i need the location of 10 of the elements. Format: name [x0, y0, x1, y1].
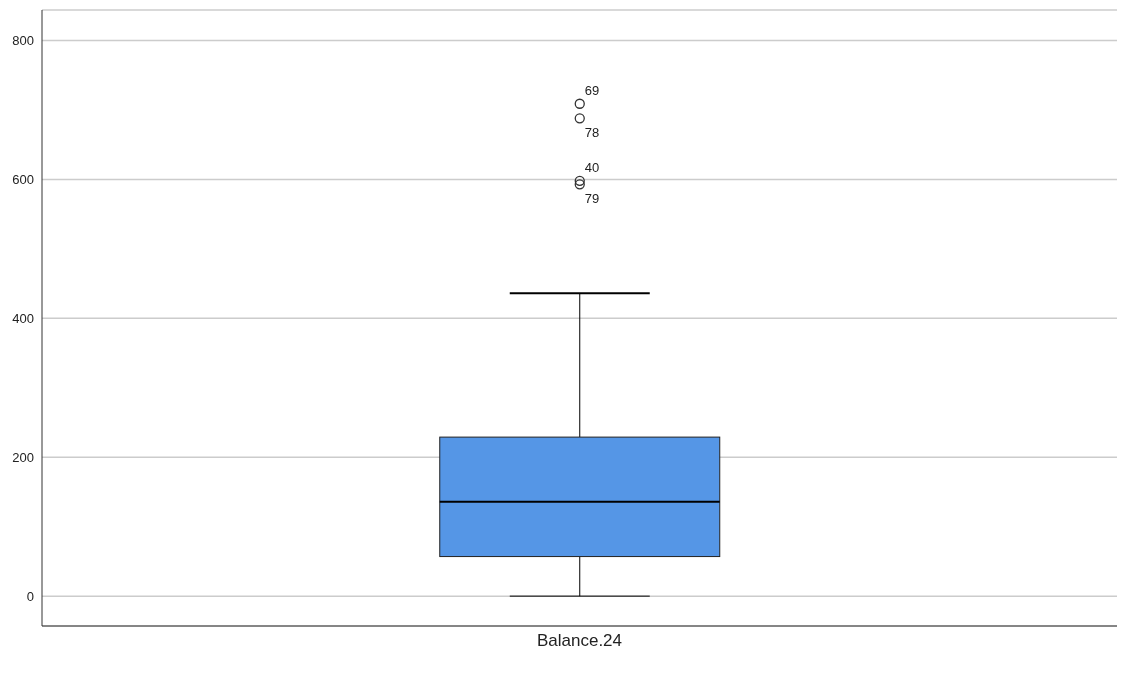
- y-tick-label: 600: [12, 172, 34, 188]
- annotation: 69: [584, 82, 600, 98]
- y-tick-label: 0: [26, 588, 34, 604]
- y-tick-label: 200: [12, 449, 34, 465]
- annotation: 79: [584, 191, 600, 207]
- y-tick-label: 800: [12, 33, 34, 49]
- annotation: 78: [584, 125, 600, 141]
- y-tick-label: 400: [12, 310, 34, 326]
- annotation: 40: [584, 159, 600, 175]
- x-tick-label: Balance.24: [536, 631, 623, 651]
